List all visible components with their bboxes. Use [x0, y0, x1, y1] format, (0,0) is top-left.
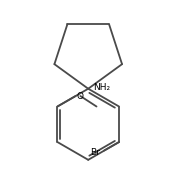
Text: NH₂: NH₂ — [93, 83, 110, 92]
Text: Br: Br — [90, 148, 100, 157]
Text: O: O — [77, 91, 84, 100]
